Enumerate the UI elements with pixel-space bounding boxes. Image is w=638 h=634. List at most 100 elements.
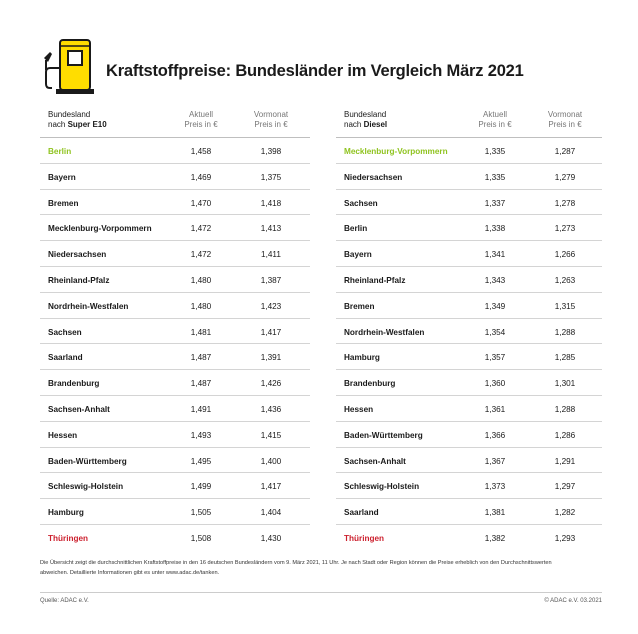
current-price: 1,493 [190,430,212,440]
previous-price: 1,287 [554,147,576,156]
previous-price: 1,436 [260,404,282,414]
table-row: Bayern 1,341 1,266 [336,241,602,267]
state-name: Schleswig-Holstein [344,482,420,492]
state-name: Hamburg [48,508,84,518]
previous-price: 1,286 [554,430,576,440]
current-price: 1,481 [190,327,212,337]
current-price: 1,360 [484,379,506,389]
state-name: Brandenburg [344,379,396,389]
current-price: 1,472 [190,250,212,260]
current-price: 1,470 [190,198,212,208]
state-name: Baden-Württemberg [48,456,127,466]
table-row: Schleswig-Holstein 1,373 1,297 [336,473,602,500]
footnote: Die Übersicht zeigt die durchschnittlich… [40,560,552,576]
table-row: Mecklenburg-Vorpommern 1,335 1,287 [336,138,602,164]
table-row: Sachsen-Anhalt 1,491 1,436 [40,396,310,422]
diesel-previous-column-header: Vormonat Preis in € [547,110,583,129]
current-price: 1,366 [484,430,506,440]
current-price: 1,349 [484,301,506,311]
table-row: Mecklenburg-Vorpommern 1,472 1,413 [40,215,310,242]
table-row: Bremen 1,349 1,315 [336,293,602,319]
state-name: Thüringen [344,533,385,543]
current-price: 1,335 [484,172,506,182]
current-price: 1,381 [484,508,506,518]
diesel-table-header: Bundesland nach Diesel Aktuell Preis in … [336,108,602,138]
table-row: Schleswig-Holstein 1,499 1,417 [40,473,310,500]
current-price: 1,373 [484,482,506,492]
state-name: Sachsen-Anhalt [48,404,110,414]
e10-table-body: Berlin 1,458 1,398 Bayern 1,469 1,375 Bremen 1,… [40,138,310,551]
previous-price: 1,400 [260,456,282,466]
state-name: Saarland [48,353,83,363]
current-price: 1,487 [190,353,212,363]
state-name: Brandenburg [48,379,100,389]
state-name: Hessen [344,404,374,414]
state-name: Saarland [344,508,379,518]
diesel-price-table: Bundesland nach Diesel Aktuell Preis in … [336,108,602,551]
table-row: Rheinland-Pfalz 1,480 1,387 [40,267,310,293]
table-row: Bremen 1,470 1,418 [40,190,310,216]
current-price: 1,505 [190,508,212,518]
previous-price: 1,263 [554,275,576,285]
previous-price: 1,430 [260,533,282,543]
previous-price: 1,288 [554,404,576,414]
state-name: Mecklenburg-Vorpommern [344,147,448,156]
current-price: 1,343 [484,275,506,285]
current-price: 1,357 [484,353,506,363]
table-row: Nordrhein-Westfalen 1,354 1,288 [336,319,602,345]
previous-price: 1,417 [260,327,282,337]
current-price: 1,361 [484,404,506,414]
previous-price: 1,404 [260,508,282,518]
table-row: Berlin 1,458 1,398 [40,138,310,164]
current-price: 1,480 [190,301,212,311]
diesel-current-column-header: Aktuell Preis in € [478,110,512,129]
e10-fuel-label: Super E10 [67,120,107,129]
state-name: Mecklenburg-Vorpommern [48,224,152,234]
previous-price: 1,282 [554,508,576,518]
e10-price-table: Bundesland nach Super E10 Aktuell Preis … [40,108,310,551]
previous-price: 1,375 [260,172,282,182]
current-price: 1,487 [190,379,212,389]
state-name: Berlin [344,224,368,234]
e10-current-column-header: Aktuell Preis in € [184,110,218,129]
source-label: Quelle: ADAC e.V. [40,598,89,604]
table-row: Bayern 1,469 1,375 [40,164,310,190]
table-row: Hamburg 1,357 1,285 [336,344,602,371]
previous-price: 1,315 [554,301,576,311]
state-name: Rheinland-Pfalz [344,275,406,285]
state-name: Niedersachsen [344,172,403,182]
previous-price: 1,418 [260,198,282,208]
current-price: 1,367 [484,456,506,466]
table-row: Thüringen 1,508 1,430 [40,525,310,551]
table-row: Saarland 1,487 1,391 [40,344,310,371]
state-name: Thüringen [48,533,89,543]
previous-price: 1,387 [260,275,282,285]
table-row: Nordrhein-Westfalen 1,480 1,423 [40,293,310,319]
fuel-pump-icon [44,39,94,94]
table-row: Niedersachsen 1,335 1,279 [336,164,602,190]
diesel-state-column-header: Bundesland nach Diesel [344,110,388,129]
current-price: 1,458 [190,147,212,156]
table-row: Hamburg 1,505 1,404 [40,499,310,525]
current-price: 1,499 [190,482,212,492]
e10-state-column-header: Bundesland nach Super E10 [48,110,107,129]
table-row: Baden-Württemberg 1,495 1,400 [40,448,310,474]
table-row: Niedersachsen 1,472 1,411 [40,241,310,267]
footer-divider [40,592,602,593]
table-row: Sachsen 1,481 1,417 [40,319,310,345]
state-name: Nordrhein-Westfalen [48,301,129,311]
current-price: 1,491 [190,404,212,414]
previous-price: 1,285 [554,353,576,363]
current-price: 1,335 [484,147,506,156]
state-name: Hessen [48,430,78,440]
previous-price: 1,288 [554,327,576,337]
state-name: Bayern [344,250,372,260]
previous-price: 1,417 [260,482,282,492]
table-row: Saarland 1,381 1,282 [336,499,602,525]
current-price: 1,338 [484,224,506,234]
table-row: Sachsen 1,337 1,278 [336,190,602,216]
state-name: Sachsen [344,198,378,208]
diesel-table-body: Mecklenburg-Vorpommern 1,335 1,287 Niedersa… [336,138,602,551]
header: Kraftstoffpreise: Bundesländer im Vergle… [40,36,600,98]
state-name: Rheinland-Pfalz [48,275,110,285]
